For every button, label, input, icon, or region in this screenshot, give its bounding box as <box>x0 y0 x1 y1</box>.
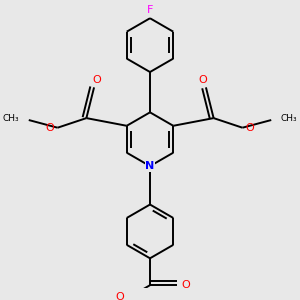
Text: CH₃: CH₃ <box>2 114 19 123</box>
Text: O: O <box>199 75 207 85</box>
Text: F: F <box>147 4 153 15</box>
Text: O: O <box>181 280 190 290</box>
Text: O: O <box>115 292 124 300</box>
Text: N: N <box>146 161 154 171</box>
Text: O: O <box>246 123 254 133</box>
Text: O: O <box>93 75 101 85</box>
Text: CH₃: CH₃ <box>281 114 298 123</box>
Text: O: O <box>46 123 54 133</box>
